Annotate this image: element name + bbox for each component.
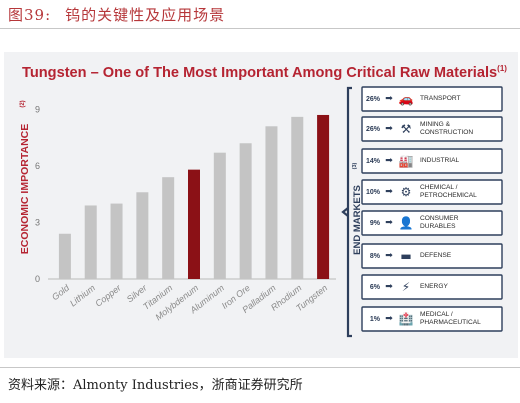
hammer-pick-icon: ⚒ — [400, 122, 412, 136]
top-divider — [0, 28, 520, 29]
end-market-box — [361, 116, 503, 142]
end-market-label: TRANSPORT — [420, 94, 461, 102]
end-market-label: ENERGY — [420, 282, 448, 290]
y-tick-label: 0 — [35, 274, 40, 284]
bar-molybdenum — [188, 169, 200, 279]
bar-titanium — [162, 177, 175, 279]
end-market-label: CHEMICAL / PETROCHEMICAL — [420, 183, 477, 200]
end-market-percent: 8% — [369, 252, 380, 260]
bar-silver — [136, 192, 149, 279]
y-axis-label: ECONOMIC IMPORTANCE — [19, 124, 31, 254]
car-icon: 🚗 — [398, 92, 414, 106]
hospital-icon: 🏥 — [398, 312, 414, 326]
end-market-label: INDUSTRIAL — [420, 156, 460, 164]
bar-iron-ore — [239, 143, 252, 279]
bar-copper — [110, 203, 123, 279]
bar-aluminum — [213, 152, 226, 279]
end-market-percent: 26% — [365, 95, 380, 103]
figure-title: 图39: 钨的关键性及应用场景 — [8, 4, 239, 25]
chart-title-note: (1) — [497, 64, 507, 73]
end-market-row: 6% ➡ ⚡ ENERGY — [358, 276, 500, 298]
y-tick-label: 9 — [35, 104, 40, 114]
end-market-row: 26% ➡ 🚗 TRANSPORT — [358, 88, 500, 110]
bar-rhodium — [291, 116, 304, 280]
y-tick-label: 6 — [35, 161, 40, 171]
arrow-right-icon: ➡ — [385, 156, 393, 166]
end-market-percent: 14% — [365, 157, 380, 165]
tank-icon: ▬ — [400, 249, 412, 263]
end-market-row: 8% ➡ ▬ DEFENSE — [358, 245, 500, 267]
end-market-percent: 26% — [365, 125, 380, 133]
end-markets-heading-note: (3) — [352, 162, 358, 169]
arrow-right-icon: ➡ — [385, 314, 393, 324]
end-market-label: MEDICAL / PHARMACEUTICAL — [420, 310, 481, 327]
arrow-right-icon: ➡ — [385, 218, 393, 228]
end-markets-heading: END MARKETS — [352, 185, 363, 255]
end-market-row: 10% ➡ ⚙ CHEMICAL / PETROCHEMICAL — [358, 181, 500, 203]
x-tick-label: Lithium — [68, 282, 97, 308]
end-market-label: MINING & CONSTRUCTION — [420, 120, 474, 137]
end-market-label: CONSUMER DURABLES — [420, 214, 459, 231]
source-note: 资料来源：Almonty Industries，浙商证券研究所 — [8, 378, 303, 393]
end-market-box — [361, 179, 503, 205]
end-market-label: DEFENSE — [420, 251, 452, 259]
bar-lithium — [84, 205, 97, 279]
arrow-right-icon: ➡ — [385, 187, 393, 197]
gears-icon: ⚙ — [400, 185, 412, 199]
bottom-divider — [0, 367, 520, 368]
end-market-box — [361, 210, 503, 236]
bar-palladium — [265, 126, 278, 279]
arrow-right-icon: ➡ — [385, 94, 393, 104]
bar-gold — [58, 233, 71, 279]
end-market-box — [361, 306, 503, 332]
bar-tungsten — [317, 114, 330, 279]
arrow-right-icon: ➡ — [385, 124, 393, 134]
bar-layer — [58, 114, 330, 280]
end-market-percent: 10% — [365, 188, 380, 196]
end-market-row: 9% ➡ 👤 CONSUMER DURABLES — [358, 212, 500, 234]
end-market-row: 26% ➡ ⚒ MINING & CONSTRUCTION — [358, 118, 500, 140]
end-market-box — [361, 148, 503, 174]
figure-caption: 钨的关键性及应用场景 — [65, 6, 226, 24]
y-axis-label-note: (2) — [20, 100, 26, 107]
arrow-right-icon: ➡ — [385, 251, 393, 261]
end-market-percent: 1% — [369, 315, 380, 323]
x-tick-label: Copper — [93, 282, 123, 309]
figure-number: 图39: — [8, 6, 52, 24]
end-market-box — [361, 86, 503, 112]
lightning-icon: ⚡ — [401, 280, 411, 294]
y-tick-label: 3 — [35, 217, 40, 227]
end-market-row: 1% ➡ 🏥 MEDICAL / PHARMACEUTICAL — [358, 308, 500, 330]
end-market-box — [361, 274, 503, 300]
end-markets-bracket — [346, 86, 352, 338]
chart-title-text: Tungsten – One of The Most Important Amo… — [22, 64, 498, 81]
end-market-row: 14% ➡ 🏭 INDUSTRIAL — [358, 150, 500, 172]
chart-title: Tungsten – One of The Most Important Amo… — [22, 64, 507, 81]
factory-icon: 🏭 — [398, 154, 414, 168]
end-market-percent: 9% — [369, 219, 380, 227]
end-markets-bracket-tip — [341, 207, 349, 217]
person-icon: 👤 — [398, 216, 414, 230]
end-market-box — [361, 243, 503, 269]
end-markets-panel: END MARKETS (3) — [341, 86, 503, 338]
end-market-percent: 6% — [369, 283, 380, 291]
arrow-right-icon: ➡ — [385, 282, 393, 292]
